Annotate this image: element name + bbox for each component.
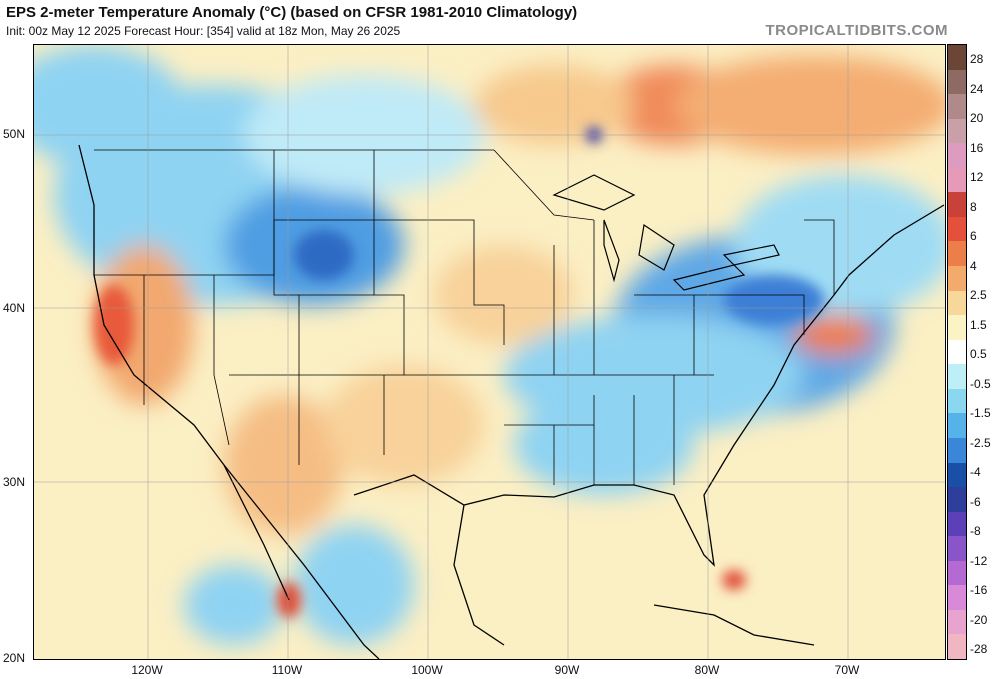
anomaly-map: [33, 44, 946, 660]
colorbar-segment: [948, 45, 966, 71]
colorbar-segment: [948, 609, 966, 635]
colorbar-segment: [948, 143, 966, 169]
colorbar-label: 2.5: [970, 288, 987, 302]
lat-label-40n: 40N: [3, 301, 26, 315]
colorbar-label: 1.5: [970, 317, 987, 332]
colorbar-label: 0.5: [970, 347, 987, 361]
colorbar-segment: [948, 241, 966, 267]
colorbar-label: 12: [970, 170, 984, 184]
colorbar-segment: [948, 192, 966, 218]
colorbar-label: 28: [970, 52, 984, 66]
colorbar-segment: [948, 290, 966, 316]
colorbar-segment: [948, 560, 966, 586]
map-title: EPS 2-meter Temperature Anomaly (°C) (ba…: [6, 4, 578, 21]
colorbar-label: 6: [970, 229, 977, 243]
colorbar-segment: [948, 536, 966, 562]
colorbar-segment: [948, 315, 966, 341]
colorbar-label: -4: [970, 465, 981, 479]
lat-label-30n: 30N: [3, 475, 26, 489]
forecast-info: Init: 00z May 12 2025 Forecast Hour: [35…: [6, 24, 401, 38]
lon-label-90w: 90W: [554, 663, 580, 677]
colorbar-label: 4: [970, 258, 977, 273]
colorbar-segment: [948, 437, 966, 463]
colorbar-label: -12: [970, 553, 988, 568]
colorbar-segment: [948, 69, 966, 95]
colorbar-segment: [948, 388, 966, 414]
colorbar-segment: [948, 266, 966, 292]
lon-label-100w: 100W: [411, 663, 443, 677]
lon-label-120w: 120W: [131, 663, 163, 677]
colorbar-label: 16: [970, 140, 984, 155]
colorbar-segment: [948, 462, 966, 488]
colorbar-label: -8: [970, 524, 981, 538]
colorbar-label: -2.5: [970, 435, 991, 450]
colorbar-label: -1.5: [970, 406, 991, 420]
lat-label-50n: 50N: [3, 127, 26, 141]
coastlines: [78, 144, 945, 659]
colorbar-segment: [948, 364, 966, 390]
lon-label-80w: 80W: [694, 663, 720, 677]
colorbar-segment: [948, 339, 966, 365]
lon-label-70w: 70W: [834, 663, 860, 677]
colorbar-label: -20: [970, 612, 988, 627]
colorbar-label: 20: [970, 111, 984, 125]
colorbar-segment: [948, 94, 966, 120]
colorbar-label: 8: [970, 199, 977, 214]
state-borders: [94, 149, 835, 485]
colorbar-segment: [948, 511, 966, 537]
colorbar-segment: [948, 585, 966, 611]
graticule: [34, 45, 945, 659]
colorbar-label: -0.5: [970, 376, 991, 391]
colorbar-label: -6: [970, 494, 981, 509]
anomaly-field: [34, 45, 945, 659]
colorbar-segment: [948, 487, 966, 513]
colorbar-segment: [948, 216, 966, 242]
colorbar-segment: [948, 634, 966, 660]
anomaly-blobs: [34, 45, 945, 645]
source-credit: TROPICALTIDBITS.COM: [765, 22, 948, 39]
colorbar-label: -16: [970, 583, 988, 597]
colorbar: [947, 44, 967, 660]
colorbar-label: 24: [970, 81, 984, 96]
lat-label-20n: 20N: [3, 651, 26, 665]
colorbar-segment: [948, 167, 966, 193]
colorbar-label: -28: [970, 642, 988, 656]
colorbar-segment: [948, 413, 966, 439]
great-lakes: [552, 174, 780, 291]
colorbar-segment: [948, 118, 966, 144]
lon-label-110w: 110W: [271, 663, 303, 677]
anomaly-spots: [94, 127, 824, 618]
